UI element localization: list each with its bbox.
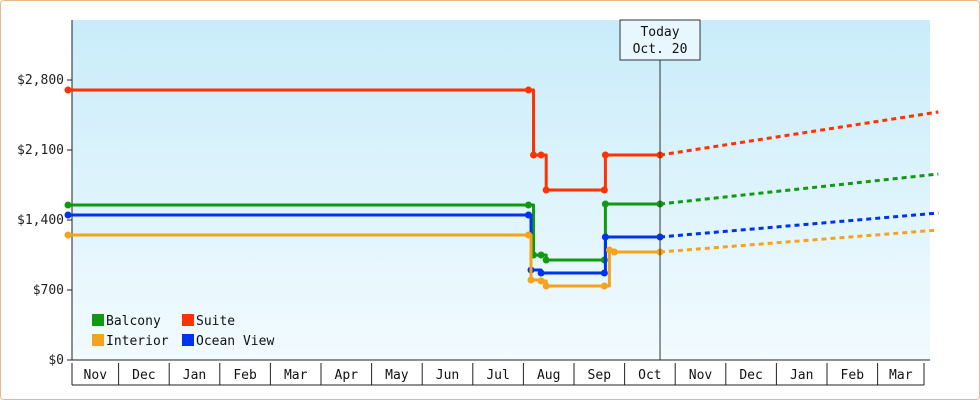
y-tick-label: $2,800 — [17, 73, 64, 88]
x-tick-label: Aug — [537, 368, 560, 383]
y-tick-label: $0 — [48, 353, 64, 368]
x-tick-label: Sep — [588, 368, 612, 383]
balcony-projection-line — [659, 172, 939, 206]
legend-label: Balcony — [106, 314, 161, 329]
x-tick-label: Mar — [889, 368, 913, 383]
x-tick-label: Feb — [233, 368, 257, 383]
interior-point — [524, 231, 532, 239]
suite-point — [601, 151, 609, 159]
balcony-point — [601, 200, 609, 208]
today-marker: Today Oct. 20 — [619, 19, 701, 360]
x-tick-label: May — [385, 368, 409, 383]
legend-label: Ocean View — [196, 334, 274, 349]
x-tick-label: Nov — [84, 368, 108, 383]
plot-background — [72, 20, 930, 360]
interior-point — [64, 231, 72, 239]
y-tick-label: $2,100 — [17, 143, 64, 158]
balcony-point — [64, 201, 72, 209]
balcony-point — [537, 251, 545, 259]
legend-label: Interior — [106, 334, 169, 349]
interior-projection-line — [659, 228, 939, 254]
y-axis: $0 $700 $1,400 $2,100 $2,800 — [17, 20, 73, 368]
interior-point — [610, 248, 618, 256]
suite-point — [524, 86, 532, 94]
suite-point — [537, 151, 545, 159]
x-axis: Nov Dec Jan Feb Mar Apr May Jun Jul Aug Sep Oct Nov D… — [71, 359, 930, 386]
today-label: Today — [640, 25, 679, 40]
x-tick-label: Dec — [132, 368, 155, 383]
ocean-view-point — [64, 211, 72, 219]
balcony-point — [542, 256, 550, 264]
x-tick-label: Jul — [486, 368, 509, 383]
legend-label: Suite — [196, 314, 235, 329]
legend-swatch — [182, 314, 194, 326]
x-tick-label: Nov — [689, 368, 713, 383]
x-tick-label: Jan — [183, 368, 206, 383]
suite-point — [64, 86, 72, 94]
ocean-view-projection-line — [659, 211, 939, 239]
suite-point — [542, 186, 550, 194]
y-tick-label: $1,400 — [17, 213, 64, 228]
interior-point — [600, 282, 608, 290]
ocean-view-point — [537, 269, 545, 277]
x-tick-label: Oct — [638, 368, 661, 383]
suite-point — [530, 151, 538, 159]
suite-projection-line — [659, 110, 939, 157]
legend: Balcony Suite Interior Ocean View — [92, 314, 274, 349]
x-tick-label: Apr — [335, 368, 359, 383]
legend-swatch — [182, 334, 194, 346]
legend-swatch — [92, 334, 104, 346]
ocean-view-point — [600, 269, 608, 277]
series-lines — [64, 86, 939, 290]
x-tick-label: Jun — [436, 368, 459, 383]
today-box — [619, 19, 701, 61]
ocean-view-point — [524, 211, 532, 219]
interior-point — [537, 277, 545, 285]
suite-point — [600, 186, 608, 194]
today-date: Oct. 20 — [633, 42, 688, 57]
interior-point — [527, 276, 535, 284]
x-tick-label: Dec — [739, 368, 762, 383]
x-tick-label: Mar — [284, 368, 308, 383]
interior-point — [542, 282, 550, 290]
x-tick-label: Jan — [790, 368, 813, 383]
balcony-point — [524, 201, 532, 209]
ocean-view-point — [601, 233, 609, 241]
y-tick-label: $700 — [33, 283, 64, 298]
x-tick-label: Feb — [841, 368, 865, 383]
legend-swatch — [92, 314, 104, 326]
